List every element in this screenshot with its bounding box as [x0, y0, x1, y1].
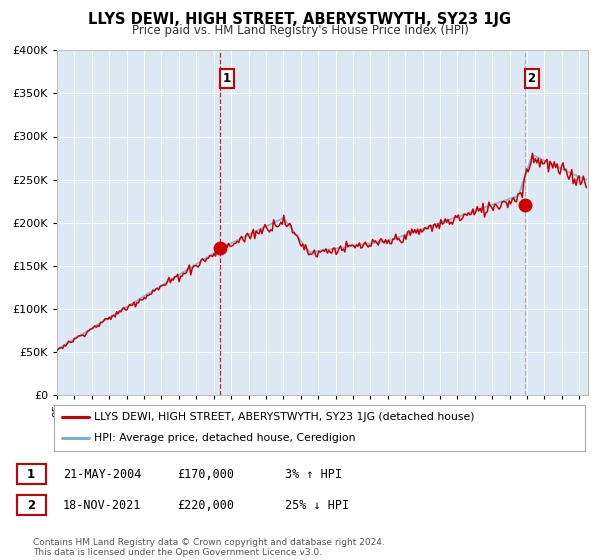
- Text: £220,000: £220,000: [177, 498, 234, 512]
- Text: HPI: Average price, detached house, Ceredigion: HPI: Average price, detached house, Cere…: [94, 433, 355, 444]
- Text: Contains HM Land Registry data © Crown copyright and database right 2024.
This d: Contains HM Land Registry data © Crown c…: [33, 538, 385, 557]
- Text: 2: 2: [527, 72, 536, 85]
- Text: 1: 1: [223, 72, 231, 85]
- Text: 21-MAY-2004: 21-MAY-2004: [63, 468, 142, 481]
- Text: LLYS DEWI, HIGH STREET, ABERYSTWYTH, SY23 1JG: LLYS DEWI, HIGH STREET, ABERYSTWYTH, SY2…: [88, 12, 512, 27]
- Text: 3% ↑ HPI: 3% ↑ HPI: [285, 468, 342, 481]
- Text: LLYS DEWI, HIGH STREET, ABERYSTWYTH, SY23 1JG (detached house): LLYS DEWI, HIGH STREET, ABERYSTWYTH, SY2…: [94, 412, 475, 422]
- Text: Price paid vs. HM Land Registry's House Price Index (HPI): Price paid vs. HM Land Registry's House …: [131, 24, 469, 36]
- Text: 25% ↓ HPI: 25% ↓ HPI: [285, 498, 349, 512]
- Text: 1: 1: [27, 468, 35, 481]
- Text: 18-NOV-2021: 18-NOV-2021: [63, 498, 142, 512]
- Text: 2: 2: [27, 498, 35, 512]
- Text: £170,000: £170,000: [177, 468, 234, 481]
